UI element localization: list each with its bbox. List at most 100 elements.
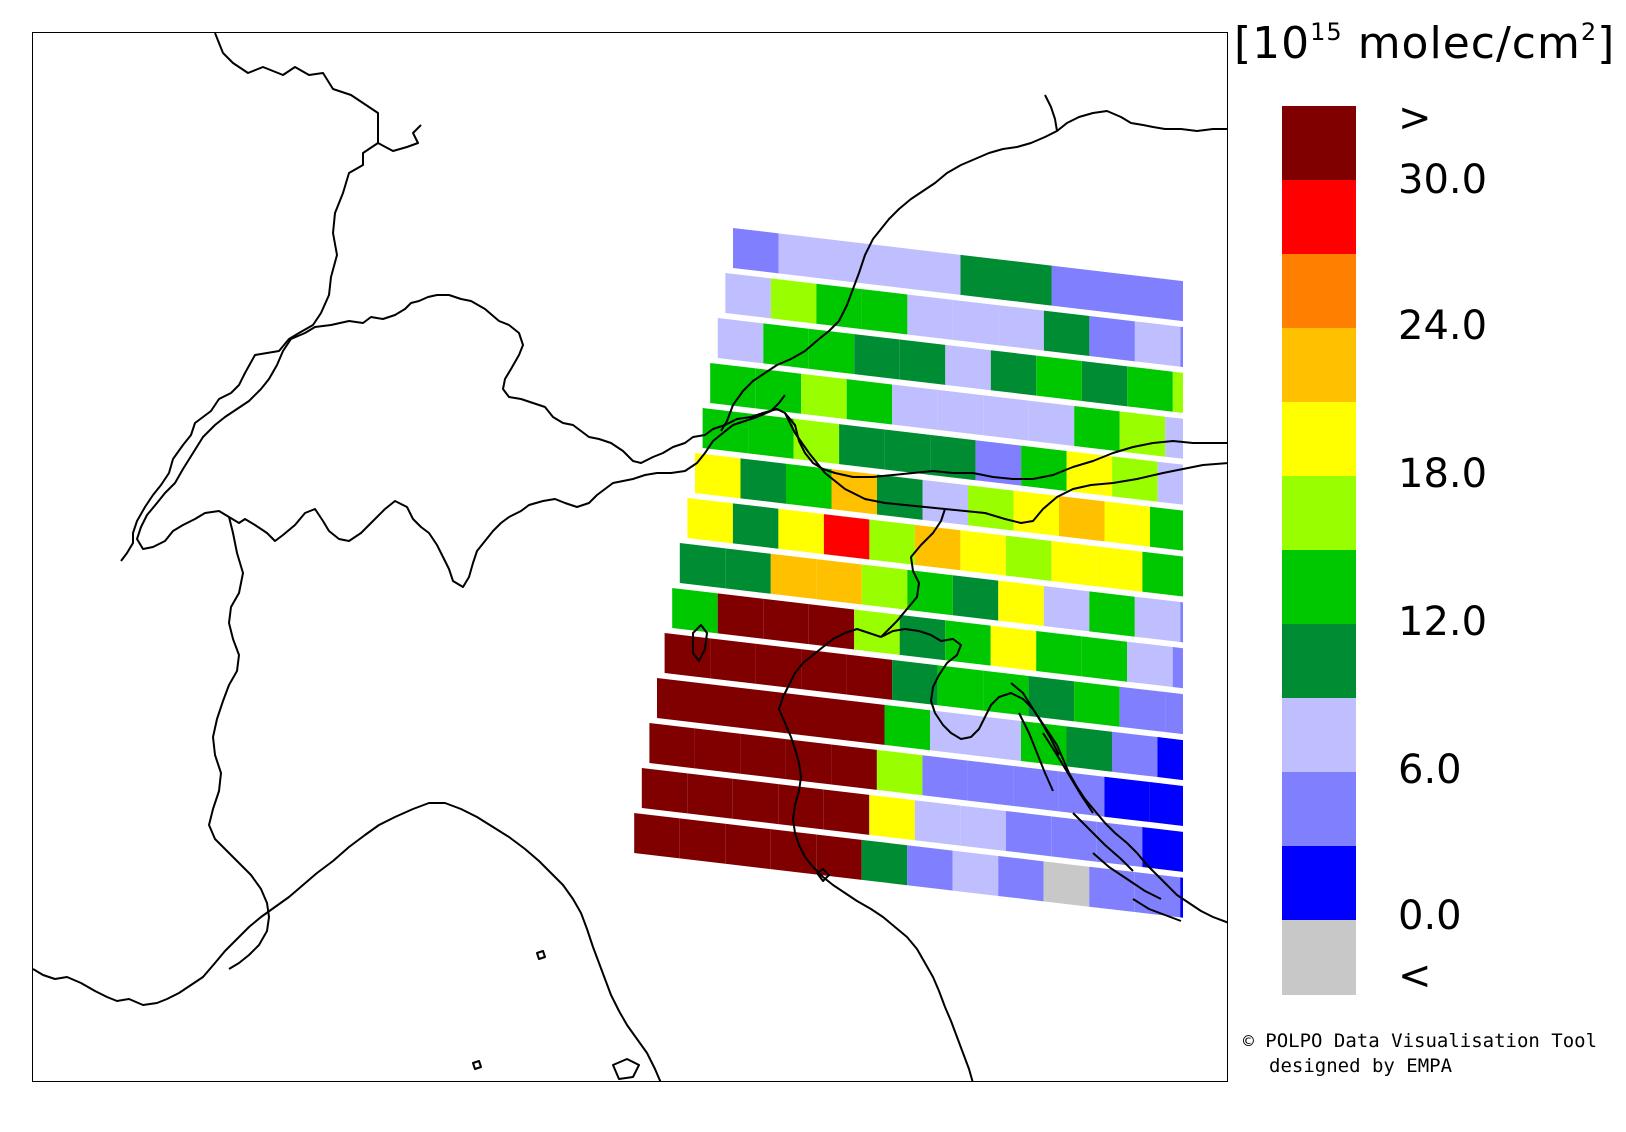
satellite-pixel — [740, 733, 786, 780]
satellite-pixel — [922, 755, 968, 801]
satellite-pixel — [861, 289, 908, 335]
satellite-pixel — [808, 328, 855, 375]
satellite-pixel — [1089, 591, 1135, 637]
colorbar-segment — [1282, 846, 1356, 921]
satellite-pixel — [672, 588, 718, 634]
satellite-pixel — [846, 379, 893, 425]
colorbar-over-label: > — [1398, 95, 1432, 141]
satellite-pixel — [679, 818, 726, 864]
satellite-pixel — [854, 609, 900, 655]
satellite-pixel — [1005, 535, 1052, 581]
satellite-pixel — [983, 395, 1029, 441]
satellite-pixel — [884, 704, 930, 751]
satellite-pixel — [960, 805, 1006, 851]
satellite-pixel — [717, 593, 764, 639]
satellite-pixel — [1142, 551, 1183, 597]
satellite-pixel — [915, 249, 961, 295]
colorbar-segment — [1282, 254, 1356, 329]
satellite-pixel — [1036, 630, 1082, 677]
satellite-pixel — [1096, 821, 1143, 868]
satellite-pixel — [1074, 681, 1120, 727]
colorbar-tick-label: 6.0 — [1398, 747, 1462, 793]
satellite-pixel — [990, 625, 1037, 671]
satellite-pixel — [1180, 602, 1183, 643]
satellite-pixel — [998, 580, 1044, 626]
satellite-pixel — [907, 294, 953, 340]
colorbar-tick-label: 0.0 — [1398, 893, 1462, 939]
satellite-pixel — [1051, 265, 1097, 311]
satellite-pixel — [748, 413, 794, 459]
satellite-pixel — [907, 845, 953, 891]
satellite-pixel — [1172, 647, 1183, 689]
satellite-pixel — [801, 649, 847, 695]
satellite-pixel — [1172, 371, 1183, 413]
satellite-pixel — [952, 850, 999, 896]
satellite-pixel — [732, 503, 779, 549]
credit-line-2: designed by EMPA — [1269, 1055, 1453, 1077]
satellite-pixel — [1089, 866, 1135, 913]
satellite-pixel — [1036, 355, 1082, 401]
satellite-pixel — [854, 334, 900, 380]
satellite-pixel — [1097, 270, 1143, 317]
satellite-pixel — [1066, 726, 1112, 772]
satellite-pixel — [1165, 416, 1183, 459]
satellite-pixel — [793, 694, 839, 740]
satellite-pixel — [1081, 360, 1128, 407]
satellite-pixel — [1149, 782, 1183, 826]
colorbar-segment — [1282, 920, 1356, 995]
satellite-pixel — [801, 373, 847, 420]
satellite-pixel — [876, 749, 923, 796]
satellite-pixel — [884, 429, 931, 475]
satellite-pixel — [1028, 675, 1075, 722]
satellite-pixel — [1157, 461, 1183, 505]
colorbar-segment — [1282, 624, 1356, 699]
satellite-pixel — [1104, 501, 1150, 547]
satellite-pixel — [861, 564, 908, 610]
satellite-pixel — [717, 318, 764, 364]
satellite-pixel — [1028, 400, 1075, 446]
colorbar-tick-label: 24.0 — [1398, 303, 1488, 349]
satellite-pixel — [1096, 546, 1143, 592]
map-panel — [32, 32, 1228, 1082]
satellite-pixel — [778, 784, 824, 830]
satellite-pixel — [823, 789, 870, 835]
colorbar-segment — [1282, 698, 1356, 773]
satellite-pixel — [983, 670, 1029, 716]
credit-line-1: POLPO Data Visualisation Tool — [1265, 1030, 1598, 1052]
satellite-pixel — [1134, 321, 1181, 367]
satellite-pixel — [899, 614, 946, 661]
satellite-pixel — [786, 463, 832, 510]
satellite-pixel — [770, 553, 817, 600]
satellite-pixel — [679, 543, 726, 589]
satellite-pixel — [877, 474, 923, 520]
colorbar-segment — [1282, 402, 1356, 477]
country-borders — [33, 33, 1227, 1081]
colorbar-segment — [1282, 106, 1356, 181]
colorbar-tick-label: 12.0 — [1398, 599, 1488, 645]
satellite-pixel — [839, 424, 885, 470]
satellite-pixel — [1142, 276, 1183, 322]
copyright-symbol: © — [1243, 1031, 1254, 1052]
satellite-pixel — [816, 283, 862, 330]
satellite-pixel — [755, 368, 802, 414]
satellite-pixel — [1021, 720, 1067, 767]
satellite-pixel — [785, 739, 832, 785]
satellite-pixel — [1165, 692, 1183, 735]
satellite-pixel — [960, 530, 1006, 576]
satellite-pixel — [657, 678, 703, 724]
satellite-pixel — [1134, 872, 1181, 918]
satellite-pixel — [733, 228, 779, 274]
satellite-pixel — [869, 794, 915, 841]
satellite-pixel — [1043, 585, 1090, 632]
satellite-pixel — [1043, 310, 1090, 356]
colorbar-segment — [1282, 476, 1356, 551]
satellite-pixel — [922, 479, 968, 526]
satellite-pixel — [1104, 776, 1150, 823]
satellite-pixel — [937, 389, 984, 436]
satellite-pixel — [1112, 731, 1158, 778]
satellite-pixel — [763, 323, 809, 369]
satellite-pixel — [808, 604, 855, 650]
satellite-pixel — [945, 344, 991, 391]
satellite-pixel — [770, 829, 817, 875]
satellite-pixel — [1134, 596, 1181, 643]
